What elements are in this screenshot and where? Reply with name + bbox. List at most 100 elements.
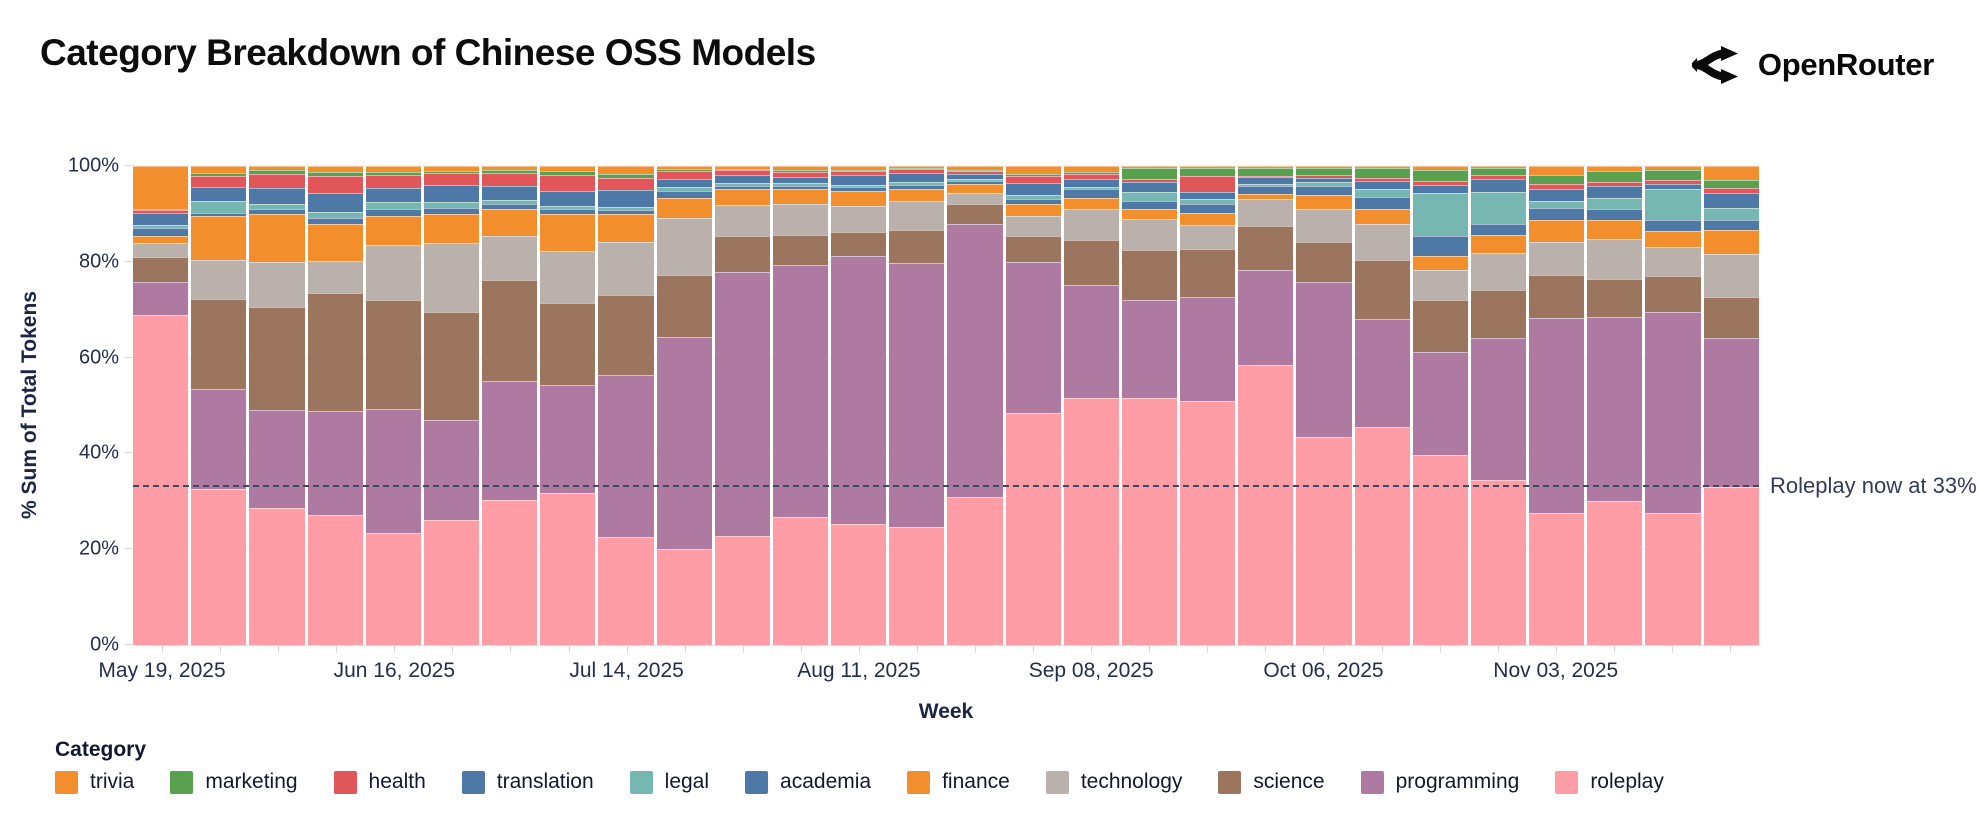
bar-segment-programming[interactable] (1121, 300, 1178, 399)
bar-segment-legal[interactable] (1005, 195, 1061, 200)
bar-jun-23-2025[interactable] (423, 166, 480, 645)
bar-segment-technology[interactable] (772, 204, 829, 235)
bar-segment-trivia[interactable] (1587, 166, 1643, 171)
bar-segment-health[interactable] (1063, 173, 1119, 179)
bar-segment-science[interactable] (1354, 259, 1410, 320)
legend-item-academia[interactable]: academia (745, 770, 871, 794)
bar-segment-legal[interactable] (1121, 192, 1178, 201)
bar-segment-translation[interactable] (1005, 183, 1061, 196)
bar-segment-academia[interactable] (1296, 185, 1352, 196)
bar-segment-translation[interactable] (1529, 189, 1585, 202)
bar-segment-trivia[interactable] (1470, 166, 1527, 168)
bar-segment-academia[interactable] (656, 190, 712, 199)
bar-segment-translation[interactable] (1412, 185, 1468, 193)
bar-segment-health[interactable] (191, 176, 247, 188)
bar-segment-roleplay[interactable] (540, 493, 596, 645)
bar-segment-health[interactable] (1645, 180, 1701, 185)
bar-segment-programming[interactable] (133, 282, 189, 315)
bar-nov-10-2025[interactable] (1587, 166, 1643, 645)
bar-segment-technology[interactable] (133, 242, 189, 258)
bar-sep-01-2025[interactable] (1005, 166, 1061, 645)
bar-jun-09-2025[interactable] (307, 166, 363, 645)
bar-segment-roleplay[interactable] (482, 499, 538, 645)
bar-segment-science[interactable] (714, 235, 770, 273)
bar-segment-finance[interactable] (1412, 255, 1468, 271)
bar-jul-21-2025[interactable] (656, 166, 712, 645)
bar-segment-translation[interactable] (1645, 184, 1701, 190)
bar-segment-science[interactable] (1587, 278, 1643, 317)
bar-segment-science[interactable] (1296, 241, 1352, 282)
bar-segment-finance[interactable] (947, 183, 1003, 193)
bar-segment-marketing[interactable] (1703, 180, 1759, 188)
bar-segment-legal[interactable] (1354, 189, 1410, 197)
bar-segment-programming[interactable] (1703, 337, 1759, 487)
bar-segment-science[interactable] (1645, 275, 1701, 312)
bar-segment-trivia[interactable] (1412, 166, 1468, 170)
bar-segment-programming[interactable] (307, 410, 363, 515)
bar-segment-marketing[interactable] (1296, 167, 1352, 175)
bar-segment-translation[interactable] (1587, 185, 1643, 199)
bar-segment-legal[interactable] (1587, 198, 1643, 210)
bar-segment-legal[interactable] (889, 182, 945, 186)
bar-segment-trivia[interactable] (598, 166, 654, 175)
bar-segment-legal[interactable] (772, 183, 829, 186)
bar-segment-academia[interactable] (1180, 203, 1236, 213)
bar-segment-trivia[interactable] (1354, 166, 1410, 168)
bar-segment-programming[interactable] (1180, 297, 1236, 402)
bar-segment-technology[interactable] (423, 242, 480, 313)
bar-segment-technology[interactable] (831, 205, 887, 232)
bar-segment-programming[interactable] (1412, 351, 1468, 456)
bar-segment-translation[interactable] (423, 185, 480, 202)
bar-segment-legal[interactable] (1470, 192, 1527, 224)
bar-segment-science[interactable] (1005, 236, 1061, 262)
bar-segment-finance[interactable] (1180, 212, 1236, 226)
bar-segment-roleplay[interactable] (1063, 397, 1119, 645)
bar-segment-technology[interactable] (365, 244, 421, 301)
bar-segment-science[interactable] (1121, 250, 1178, 301)
bar-segment-roleplay[interactable] (1296, 436, 1352, 645)
bar-segment-technology[interactable] (1296, 209, 1352, 242)
bar-segment-roleplay[interactable] (1354, 427, 1410, 645)
bar-segment-marketing[interactable] (423, 170, 480, 174)
bar-segment-roleplay[interactable] (889, 526, 945, 645)
bar-jun-30-2025[interactable] (482, 166, 538, 645)
bar-segment-marketing[interactable] (656, 168, 712, 172)
bar-segment-translation[interactable] (1063, 178, 1119, 187)
bar-segment-programming[interactable] (1005, 261, 1061, 413)
bar-segment-trivia[interactable] (482, 166, 538, 171)
bar-segment-legal[interactable] (540, 205, 596, 210)
bar-segment-science[interactable] (540, 302, 596, 386)
bar-segment-legal[interactable] (656, 187, 712, 191)
bar-segment-programming[interactable] (1238, 270, 1294, 365)
bar-segment-academia[interactable] (1703, 220, 1759, 231)
bar-segment-academia[interactable] (307, 217, 363, 224)
bar-segment-science[interactable] (307, 293, 363, 411)
bar-segment-programming[interactable] (540, 385, 596, 494)
bar-segment-trivia[interactable] (1703, 166, 1759, 181)
bar-segment-programming[interactable] (191, 388, 247, 489)
bar-segment-legal[interactable] (423, 201, 480, 209)
bar-segment-programming[interactable] (365, 409, 421, 533)
bar-segment-legal[interactable] (831, 184, 887, 188)
bar-segment-academia[interactable] (423, 208, 480, 214)
bar-segment-trivia[interactable] (365, 166, 421, 172)
bar-segment-translation[interactable] (482, 186, 538, 200)
bar-segment-trivia[interactable] (191, 166, 247, 173)
bar-segment-science[interactable] (133, 257, 189, 283)
legend-item-finance[interactable]: finance (907, 770, 1010, 794)
bar-jun-16-2025[interactable] (365, 166, 421, 645)
bar-segment-translation[interactable] (365, 188, 421, 202)
bar-segment-marketing[interactable] (1645, 169, 1701, 181)
bar-segment-science[interactable] (598, 294, 654, 376)
bar-segment-health[interactable] (656, 171, 712, 179)
bar-segment-science[interactable] (772, 235, 829, 265)
legend-item-roleplay[interactable]: roleplay (1555, 770, 1664, 794)
bar-segment-trivia[interactable] (1005, 166, 1061, 174)
bar-segment-technology[interactable] (1412, 270, 1468, 301)
bar-segment-trivia[interactable] (1645, 166, 1701, 170)
bar-segment-legal[interactable] (1180, 199, 1236, 204)
bar-segment-science[interactable] (1180, 248, 1236, 298)
bar-segment-translation[interactable] (540, 190, 596, 206)
bar-segment-roleplay[interactable] (1121, 398, 1178, 645)
legend-item-legal[interactable]: legal (629, 770, 709, 794)
